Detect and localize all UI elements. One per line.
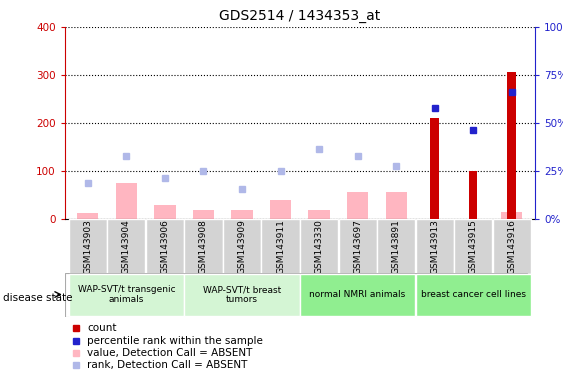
Bar xyxy=(193,210,214,219)
Bar xyxy=(69,219,107,274)
Text: GSM143913: GSM143913 xyxy=(430,219,439,274)
Text: GSM143909: GSM143909 xyxy=(238,219,247,274)
Text: GSM143916: GSM143916 xyxy=(507,219,516,274)
Bar xyxy=(261,219,300,274)
Text: GSM143904: GSM143904 xyxy=(122,219,131,274)
Text: GSM143903: GSM143903 xyxy=(83,219,92,274)
Text: GSM143906: GSM143906 xyxy=(160,219,169,274)
Text: rank, Detection Call = ABSENT: rank, Detection Call = ABSENT xyxy=(87,360,248,370)
Bar xyxy=(300,219,338,274)
Text: count: count xyxy=(87,323,117,333)
Text: normal NMRI animals: normal NMRI animals xyxy=(310,290,406,299)
Bar xyxy=(300,273,415,316)
Bar xyxy=(154,205,176,219)
Bar xyxy=(507,73,516,219)
Text: disease state: disease state xyxy=(3,293,72,303)
Bar xyxy=(431,118,439,219)
Bar xyxy=(347,192,368,219)
Text: percentile rank within the sample: percentile rank within the sample xyxy=(87,336,263,346)
Title: GDS2514 / 1434353_at: GDS2514 / 1434353_at xyxy=(219,9,381,23)
Text: GSM143697: GSM143697 xyxy=(353,219,362,274)
Text: GSM143915: GSM143915 xyxy=(468,219,477,274)
Bar xyxy=(415,273,531,316)
Bar xyxy=(231,210,253,219)
Bar xyxy=(185,273,300,316)
Bar xyxy=(146,219,184,274)
Bar xyxy=(108,219,145,274)
Bar xyxy=(185,219,222,274)
Bar xyxy=(377,219,415,274)
Text: GSM143911: GSM143911 xyxy=(276,219,285,274)
Text: GSM143891: GSM143891 xyxy=(392,219,401,274)
Bar xyxy=(223,219,261,274)
Bar xyxy=(116,183,137,219)
Bar xyxy=(386,192,406,219)
Bar xyxy=(338,219,377,274)
Text: breast cancer cell lines: breast cancer cell lines xyxy=(421,290,526,299)
Bar xyxy=(415,219,454,274)
Bar xyxy=(501,212,522,219)
Bar xyxy=(469,171,477,219)
Text: WAP-SVT/t breast
tumors: WAP-SVT/t breast tumors xyxy=(203,285,281,305)
Bar xyxy=(77,213,99,219)
Text: GSM143908: GSM143908 xyxy=(199,219,208,274)
Text: value, Detection Call = ABSENT: value, Detection Call = ABSENT xyxy=(87,348,253,358)
Text: WAP-SVT/t transgenic
animals: WAP-SVT/t transgenic animals xyxy=(78,285,175,305)
Text: GSM143330: GSM143330 xyxy=(315,219,324,274)
Bar xyxy=(309,210,330,219)
Bar xyxy=(454,219,492,274)
Bar xyxy=(69,273,184,316)
Bar xyxy=(270,200,291,219)
Bar xyxy=(493,219,531,274)
